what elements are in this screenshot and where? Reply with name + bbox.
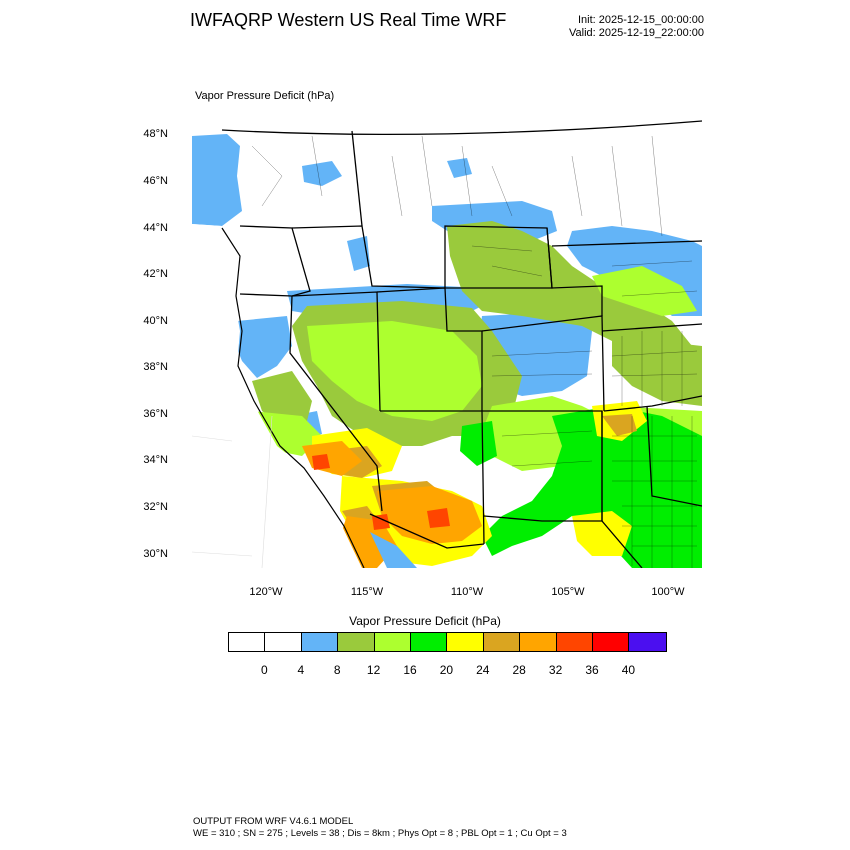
lat-label-36: 36°N — [143, 408, 168, 420]
state-boundaries — [221, 120, 702, 568]
lat-label-48: 48°N — [143, 128, 168, 140]
lat-label-42: 42°N — [143, 268, 168, 280]
lon-label-105: 105°W — [551, 586, 585, 598]
vpd-band-16-20 — [460, 406, 702, 568]
colorbar-box-8 — [520, 633, 557, 651]
colorbar-tick-24: 24 — [476, 663, 490, 677]
model-info: OUTPUT FROM WRF V4.6.1 MODEL — [193, 816, 354, 827]
lat-label-38: 38°N — [143, 361, 168, 373]
lat-label-46: 46°N — [143, 175, 168, 187]
valid-time: Valid: 2025-12-19_22:00:00 — [569, 27, 704, 39]
colorbar-box-10 — [592, 633, 630, 651]
lon-label-110: 110°W — [450, 586, 484, 598]
colorbar-tick-4: 4 — [297, 663, 305, 677]
colorbar-tick-16: 16 — [403, 663, 417, 677]
colorbar-box-9 — [556, 633, 593, 651]
lat-label-30: 30°N — [143, 548, 168, 560]
vpd-map — [192, 116, 702, 568]
vpd-band-12-16 — [252, 266, 702, 471]
colorbar-box-3 — [338, 633, 375, 651]
lat-label-40: 40°N — [143, 315, 168, 327]
lon-label-100: 100°W — [651, 586, 685, 598]
colorbar-tick-32: 32 — [548, 663, 563, 677]
colorbar-box-11 — [629, 633, 666, 651]
colorbar-box-4 — [374, 633, 411, 651]
map-panel — [192, 116, 702, 568]
colorbar-tick-36: 36 — [585, 663, 599, 677]
lon-label-120: 120°W — [249, 586, 283, 598]
colorbar — [228, 632, 667, 652]
colorbar-box-7 — [483, 633, 521, 651]
graticule — [192, 415, 273, 568]
chart-title: IWFAQRP Western US Real Time WRF — [190, 10, 507, 30]
colorbar-box-0 — [229, 633, 266, 651]
pacific-ocean — [192, 224, 362, 568]
colorbar-tick-12: 12 — [366, 663, 381, 677]
colorbar-box-2 — [301, 633, 339, 651]
colorbar-tick-28: 28 — [512, 663, 526, 677]
model-options: WE = 310 ; SN = 275 ; Levels = 38 ; Dis … — [193, 828, 567, 839]
field-label: Vapor Pressure Deficit (hPa) — [195, 90, 335, 102]
colorbar-box-5 — [410, 633, 448, 651]
colorbar-box-6 — [447, 633, 484, 651]
init-time: Init: 2025-12-15_00:00:00 — [578, 14, 704, 26]
legend-title: Vapor Pressure Deficit (hPa) — [349, 614, 501, 628]
coastline — [221, 227, 365, 568]
colorbar-tick-0: 0 — [261, 663, 268, 677]
vpd-band-32-36 — [312, 454, 450, 530]
county-boundaries — [251, 135, 698, 568]
lat-label-44: 44°N — [143, 222, 168, 234]
colorbar-box-1 — [265, 633, 302, 651]
gulf-of-california — [370, 532, 417, 568]
colorbar-tick-40: 40 — [621, 663, 636, 677]
lon-label-115: 115°W — [350, 586, 384, 598]
colorbar-tick-20: 20 — [439, 663, 454, 677]
colorbar-tick-8: 8 — [333, 663, 341, 677]
lat-label-32: 32°N — [143, 501, 168, 513]
lat-label-34: 34°N — [143, 454, 168, 466]
